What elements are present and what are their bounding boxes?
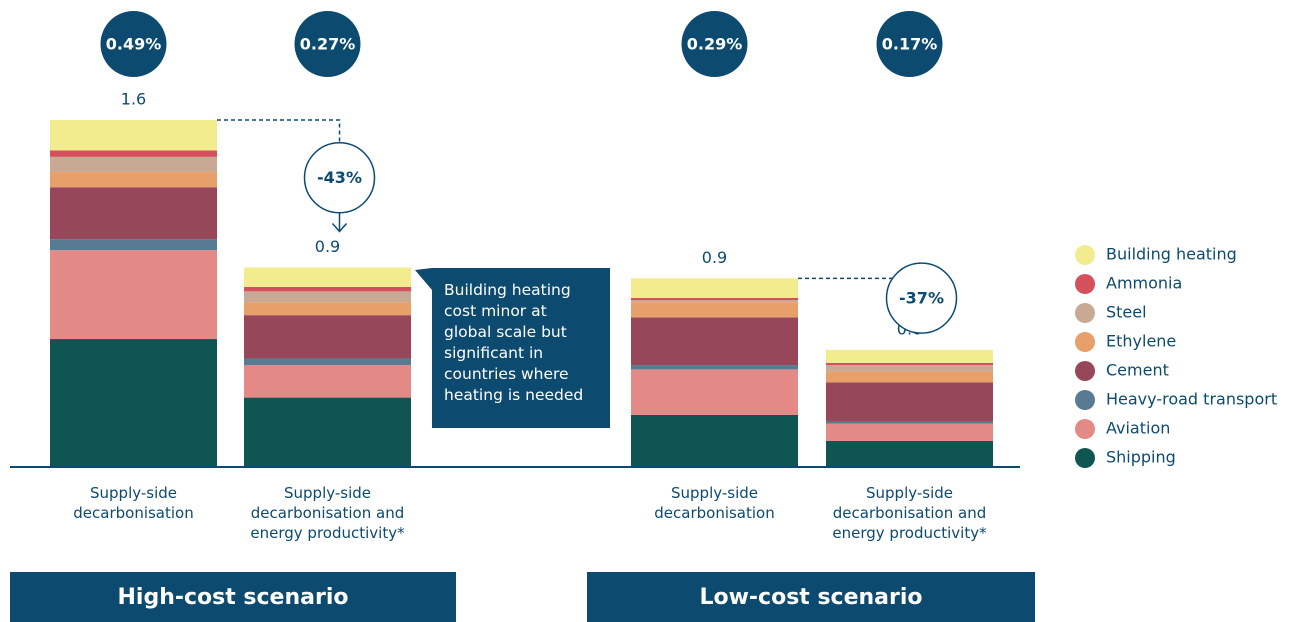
bar-segment (244, 267, 411, 287)
total-label: 0.9 (702, 248, 727, 267)
arrow-head (331, 222, 348, 233)
legend-swatch (1075, 390, 1095, 410)
bar-segment (244, 365, 411, 398)
bar-segment (50, 172, 217, 188)
bar-segment (50, 187, 217, 240)
bar-segment (826, 349, 993, 363)
share-label: 0.27% (300, 35, 356, 54)
bar-segment (50, 156, 217, 173)
bar-segment (50, 120, 217, 151)
bar-segment (826, 365, 993, 372)
legend-label: Cement (1106, 361, 1169, 380)
bar-segment (50, 250, 217, 340)
bar-segment (826, 382, 993, 422)
group-banner (10, 572, 456, 622)
legend-label: Building heating (1106, 245, 1237, 264)
x-tick-label: Supply-side decarbonisation (654, 484, 775, 522)
bar-segment (244, 397, 411, 467)
reduction-circle (303, 141, 376, 214)
bar-segment (244, 302, 411, 316)
legend-label: Aviation (1106, 419, 1170, 438)
bar-segment (631, 300, 798, 303)
share-label: 0.49% (106, 35, 162, 54)
connector (217, 119, 341, 143)
legend-swatch (1075, 245, 1095, 265)
bar-segment (631, 297, 798, 301)
legend-swatch (1075, 419, 1095, 439)
legend-label: Ethylene (1106, 332, 1176, 351)
bar-segment (826, 421, 993, 424)
bar-segment (50, 239, 217, 251)
x-tick-label: Supply-side decarbonisation and energy p… (250, 484, 405, 542)
reduction-circle (885, 262, 958, 334)
share-circle (681, 11, 748, 77)
share-circle (294, 11, 361, 77)
bar-segment (826, 371, 993, 383)
x-tick-label: Supply-side decarbonisation and energy p… (832, 484, 987, 542)
share-circle (876, 11, 943, 77)
bar-segment (244, 286, 411, 292)
legend-label: Heavy-road transport (1106, 390, 1277, 409)
bar-segment (631, 365, 798, 370)
reduction-label: -37% (899, 289, 944, 308)
bar-segment (244, 291, 411, 303)
callout-box (415, 268, 610, 428)
legend-swatch (1075, 448, 1095, 468)
bar-segment (826, 362, 993, 366)
x-tick-label: Supply-side decarbonisation (73, 484, 194, 522)
bar-segment (631, 317, 798, 366)
legend-label: Shipping (1106, 448, 1176, 467)
bar-segment (826, 423, 993, 441)
bar-segment (631, 369, 798, 415)
share-label: 0.17% (882, 35, 938, 54)
bar-segment (244, 315, 411, 359)
bar-segment (631, 302, 798, 318)
legend-label: Ammonia (1106, 274, 1182, 293)
legend-swatch (1075, 303, 1095, 323)
bar-segment (50, 150, 217, 157)
bar-segment (631, 278, 798, 298)
legend-swatch (1075, 332, 1095, 352)
reduction-label: -43% (317, 168, 362, 187)
group-banner (587, 572, 1035, 622)
legend-swatch (1075, 361, 1095, 381)
callout-text: Building heating cost minor at global sc… (444, 281, 584, 404)
share-label: 0.29% (687, 35, 743, 54)
bar-segment (826, 440, 993, 467)
bar-segment (244, 358, 411, 366)
legend-label: Steel (1106, 303, 1147, 322)
group-label: High-cost scenario (118, 585, 349, 610)
bar-segment (631, 414, 798, 467)
group-label: Low-cost scenario (699, 585, 922, 610)
total-label: 1.6 (121, 90, 146, 109)
share-circle (100, 11, 167, 77)
bar-segment (50, 339, 217, 467)
total-label: 0.9 (315, 237, 340, 256)
legend-swatch (1075, 274, 1095, 294)
